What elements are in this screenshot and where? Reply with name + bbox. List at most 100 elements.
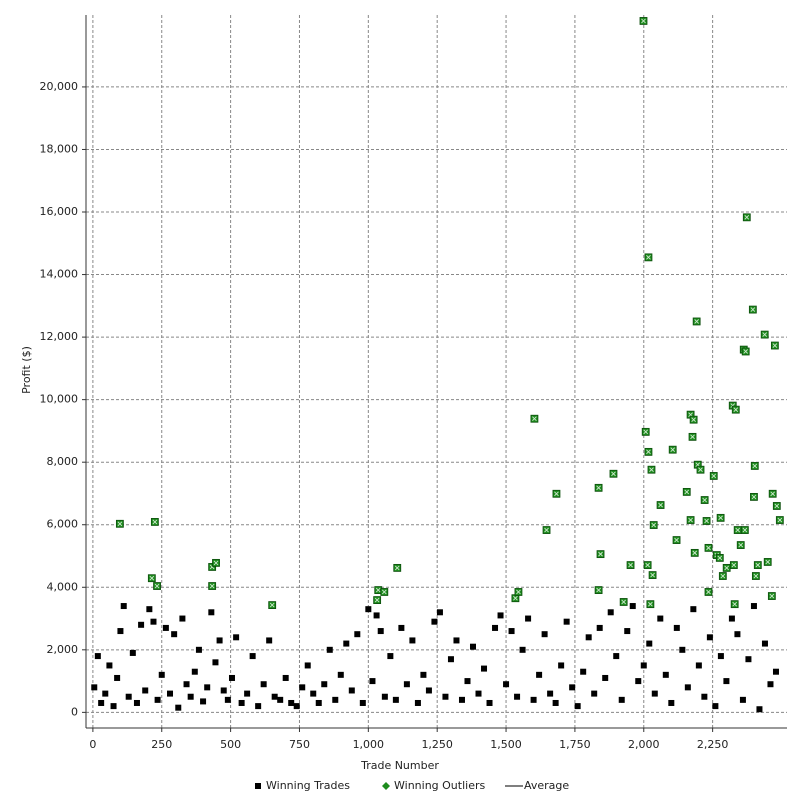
outlier-cross xyxy=(643,429,649,435)
trade-point xyxy=(288,699,295,706)
outlier-point xyxy=(700,496,709,504)
outlier-point xyxy=(552,489,561,498)
y-tick-label: 20,000 xyxy=(40,80,79,93)
outlier-cross xyxy=(720,573,726,579)
trade-point xyxy=(150,618,157,625)
outlier-cross xyxy=(750,307,756,312)
x-tick-label: 2,250 xyxy=(697,738,729,751)
trade-point xyxy=(398,624,405,631)
outlier-cross xyxy=(381,589,387,595)
x-axis-label: Trade Number xyxy=(360,759,439,772)
outlier-cross xyxy=(717,555,723,561)
trade-point xyxy=(464,678,471,685)
outlier-cross xyxy=(692,550,698,556)
trade-point xyxy=(310,690,317,697)
trade-point xyxy=(701,693,708,700)
trade-point xyxy=(756,706,763,713)
outlier-point xyxy=(150,518,159,526)
trade-point xyxy=(377,628,384,635)
outlier-point xyxy=(696,465,705,474)
outlier-point xyxy=(644,447,653,456)
trade-point xyxy=(171,631,178,638)
trade-point xyxy=(519,646,526,653)
outlier-cross xyxy=(762,332,768,337)
trade-point xyxy=(365,606,372,613)
outlier-cross xyxy=(375,587,381,593)
outlier-cross xyxy=(554,491,559,497)
trade-point xyxy=(706,634,713,641)
trade-point xyxy=(651,690,658,697)
outlier-cross xyxy=(751,494,757,500)
trade-point xyxy=(525,615,532,622)
outlier-cross xyxy=(645,562,650,568)
trade-point xyxy=(187,693,194,700)
outlier-cross xyxy=(702,497,707,503)
outlier-point xyxy=(751,572,760,580)
trade-point xyxy=(120,603,127,610)
outlier-cross xyxy=(684,489,690,495)
outlier-cross xyxy=(646,255,651,260)
trade-point xyxy=(447,656,454,663)
trade-point xyxy=(117,628,124,635)
trade-point xyxy=(244,690,251,697)
trade-point xyxy=(321,681,328,688)
trade-point xyxy=(673,624,680,631)
outlier-cross xyxy=(704,518,709,524)
outlier-point xyxy=(646,600,655,609)
outlier-cross xyxy=(724,565,729,571)
trade-point xyxy=(547,690,554,697)
trade-point xyxy=(541,631,548,638)
trade-point xyxy=(481,665,488,672)
outlier-cross xyxy=(691,417,696,422)
trade-point xyxy=(133,699,140,706)
trade-point xyxy=(442,693,449,700)
trade-point xyxy=(563,618,570,625)
y-tick-label: 6,000 xyxy=(47,518,79,531)
trade-point xyxy=(249,653,256,660)
trade-point xyxy=(558,662,565,669)
trade-point xyxy=(750,603,757,610)
trade-point xyxy=(337,671,344,678)
trade-point xyxy=(154,696,161,703)
x-tick-label: 1,000 xyxy=(353,738,385,751)
outlier-cross xyxy=(269,602,275,608)
outlier-point xyxy=(716,513,725,522)
outlier-cross xyxy=(213,560,219,566)
outlier-point xyxy=(702,517,711,525)
outlier-cross xyxy=(628,562,633,568)
trade-point xyxy=(536,671,543,678)
outlier-point xyxy=(689,415,698,424)
outlier-cross xyxy=(770,491,775,497)
outlier-point xyxy=(682,487,691,496)
legend-label: Winning Trades xyxy=(266,779,350,792)
trade-point xyxy=(158,671,165,678)
trade-point xyxy=(354,631,361,638)
trade-point xyxy=(343,640,350,647)
trade-point xyxy=(138,621,145,628)
outlier-point xyxy=(147,574,156,583)
trade-point xyxy=(110,703,117,710)
outlier-point xyxy=(656,501,665,509)
outlier-point xyxy=(763,558,772,566)
trade-point xyxy=(216,637,223,644)
trade-point xyxy=(98,699,105,706)
outlier-cross xyxy=(774,503,780,509)
trade-point xyxy=(431,618,438,625)
outlier-point xyxy=(767,592,776,600)
trade-point xyxy=(745,656,752,663)
outlier-cross xyxy=(513,595,518,601)
trade-point xyxy=(392,696,399,703)
trade-point xyxy=(425,687,432,694)
trade-point xyxy=(373,612,380,619)
outlier-cross xyxy=(374,597,380,603)
outlier-cross xyxy=(706,589,711,595)
outlier-cross xyxy=(765,559,771,565)
outlier-point xyxy=(609,469,618,478)
outlier-point xyxy=(153,582,161,590)
y-tick-label: 0 xyxy=(71,705,78,718)
outlier-point xyxy=(647,465,656,474)
outlier-point xyxy=(731,405,740,414)
outlier-point xyxy=(740,526,749,534)
outlier-point xyxy=(626,561,635,569)
trade-point xyxy=(369,678,376,685)
